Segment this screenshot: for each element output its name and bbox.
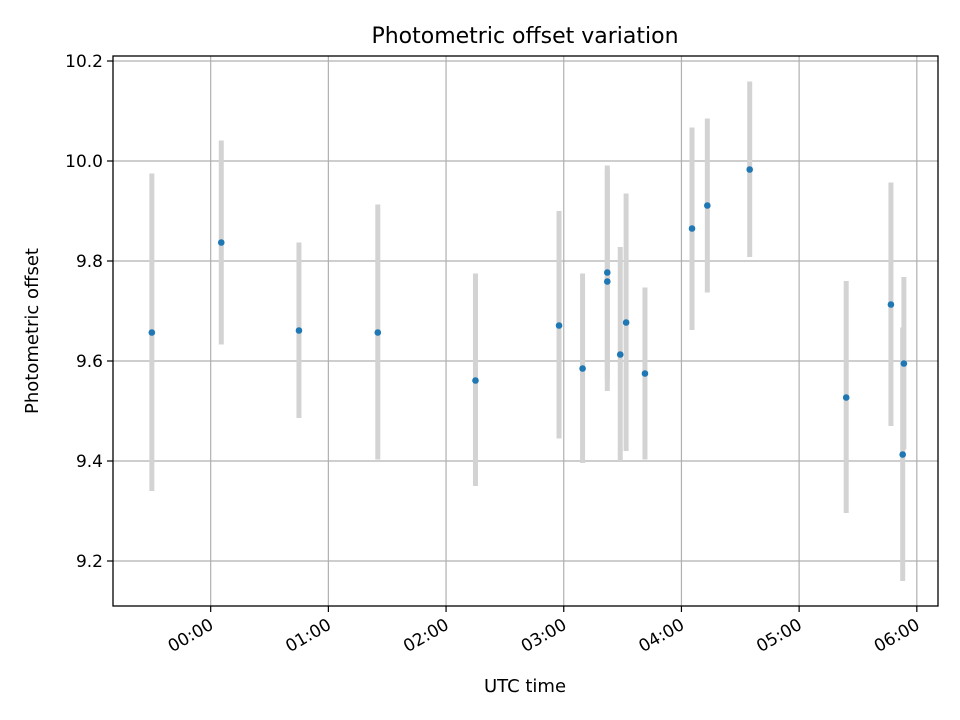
data-point bbox=[887, 301, 895, 308]
data-point bbox=[641, 370, 649, 377]
y-tick-label: 10.0 bbox=[65, 152, 103, 172]
y-tick-label: 9.2 bbox=[76, 552, 103, 572]
x-axis-label: UTC time bbox=[484, 676, 566, 697]
y-tick-label: 9.6 bbox=[76, 352, 103, 372]
data-point bbox=[148, 329, 156, 336]
data-point bbox=[603, 269, 611, 276]
y-tick-label: 9.4 bbox=[76, 452, 103, 472]
data-point bbox=[746, 166, 753, 173]
chart-title: Photometric offset variation bbox=[371, 24, 678, 49]
data-point bbox=[217, 239, 225, 246]
data-point bbox=[579, 365, 586, 372]
data-point bbox=[899, 451, 906, 458]
data-point bbox=[688, 225, 696, 232]
plot-frame bbox=[112, 55, 939, 607]
data-point bbox=[616, 351, 624, 358]
data-point bbox=[622, 319, 630, 326]
data-point bbox=[555, 322, 563, 329]
y-tick-label: 10.2 bbox=[65, 52, 103, 72]
point-layer bbox=[148, 166, 908, 458]
data-point bbox=[842, 394, 850, 401]
grid-layer bbox=[113, 56, 938, 606]
data-point bbox=[603, 278, 611, 285]
data-point bbox=[704, 202, 711, 209]
y-tick-label: 9.8 bbox=[76, 252, 103, 272]
data-point bbox=[374, 329, 382, 336]
data-point bbox=[900, 360, 908, 367]
data-point bbox=[295, 327, 303, 334]
data-point bbox=[472, 377, 479, 384]
y-axis-label: Photometric offset bbox=[22, 248, 43, 414]
